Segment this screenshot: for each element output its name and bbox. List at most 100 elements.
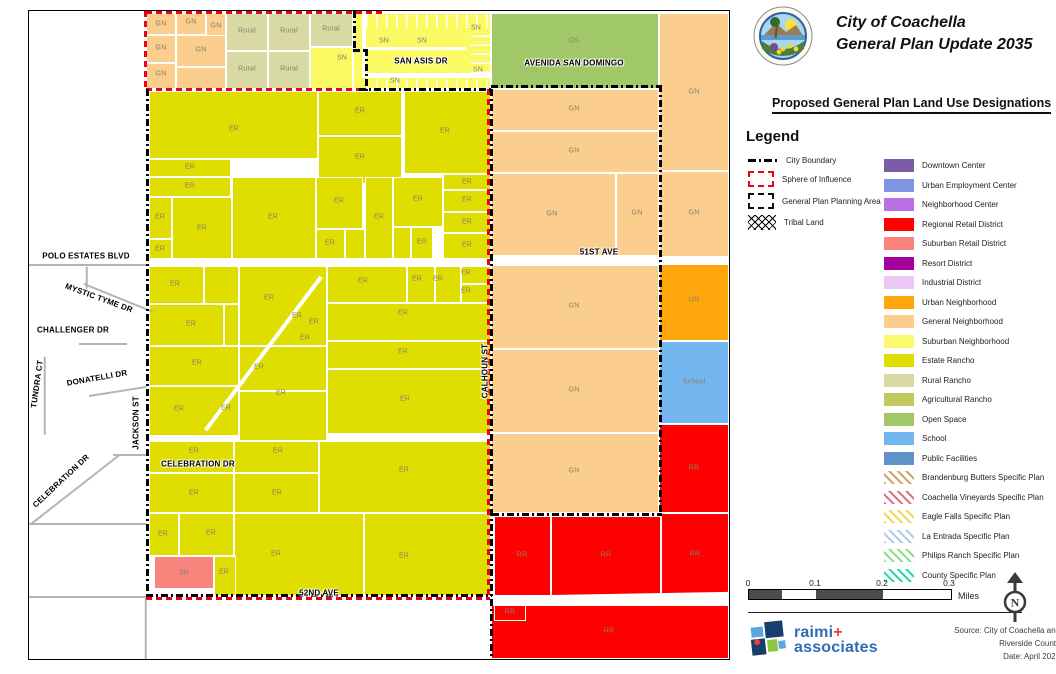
color-swatch <box>884 198 914 212</box>
scale-segment <box>749 590 782 599</box>
legend-item-label: General Plan Planning Area <box>782 196 881 206</box>
street-line <box>29 596 146 598</box>
scale-tick: 0 <box>745 578 751 588</box>
parcel-er <box>393 177 443 227</box>
legend-item-urban-employment-center: Urban Employment Center <box>884 176 1056 196</box>
color-swatch <box>884 529 914 543</box>
street-line <box>83 283 154 313</box>
sphere-of-influence-boundary <box>146 88 359 91</box>
legend-item-label: Urban Neighborhood <box>922 297 997 307</box>
source-line-3: Date: April 2023 <box>1003 652 1056 661</box>
scale-bar: 0 0.1 0.2 0.3 Miles <box>745 578 979 601</box>
parcel-rural <box>310 13 353 47</box>
legend-item-label: City Boundary <box>786 156 837 165</box>
parcel-gn <box>491 173 616 256</box>
scale-tick: 0.1 <box>809 578 821 588</box>
parcel-er <box>149 239 172 259</box>
color-swatch <box>884 412 914 426</box>
legend-item-label: Suburban Retail District <box>922 239 1007 249</box>
parcel-rr <box>659 424 729 513</box>
parcel-gn <box>491 433 659 513</box>
legend-item-label: Resort District <box>922 258 973 268</box>
parcel-gn <box>616 173 659 256</box>
lot-texture <box>366 14 491 28</box>
legend-item-estate-rancho: Estate Rancho <box>884 351 1056 371</box>
parcel-er <box>316 229 345 259</box>
parcel-er <box>327 369 491 434</box>
parcel-er <box>239 391 327 441</box>
parcel-er <box>319 441 491 513</box>
legend-item-label: Tribal Land <box>784 218 824 227</box>
parcel-er <box>327 341 491 369</box>
legend-item-label: Estate Rancho <box>922 356 975 366</box>
legend-item-label: Eagle Falls Specific Plan <box>922 512 1011 522</box>
parcel-er <box>318 91 402 136</box>
legend-item-rural-rancho: Rural Rancho <box>884 371 1056 391</box>
parcel-gn <box>146 35 176 63</box>
sphere-of-influence-boundary <box>487 89 490 599</box>
parcel-rr <box>494 516 551 596</box>
legend-item-label: Sphere of Influence <box>782 174 852 184</box>
parcel-er <box>316 177 363 229</box>
color-swatch <box>884 178 914 192</box>
parcel-er <box>149 91 318 159</box>
street-line <box>145 596 147 659</box>
parcel-gn <box>491 349 659 433</box>
sphere-of-influence-boundary <box>146 597 490 600</box>
sphere-of-influence-boundary <box>146 11 382 14</box>
legend-item-label: Urban Employment Center <box>922 180 1017 190</box>
parcel-er <box>149 304 224 346</box>
legend-item-coachella-vineyards-specific-plan: Coachella Vineyards Specific Plan <box>884 488 1056 508</box>
legend-title: Legend <box>746 128 800 145</box>
color-swatch <box>884 549 914 563</box>
parcel-er <box>435 266 461 303</box>
legend-landuse-items: Downtown Center Urban Employment Center Ne… <box>884 156 1056 585</box>
legend-item-suburban-retail-district: Suburban Retail District <box>884 234 1056 254</box>
scale-tick: 0.2 <box>876 578 888 588</box>
legend-item-label: Agricultural Rancho <box>922 395 992 405</box>
parcel-school <box>659 341 729 424</box>
parcel-er <box>407 266 435 303</box>
color-swatch <box>884 373 914 387</box>
legend-item-label: Brandenburg Butters Specific Plan <box>922 473 1045 483</box>
blackbox-symbol <box>748 193 774 209</box>
parcel-er <box>404 91 491 174</box>
legend-item-label: Neighborhood Center <box>922 200 999 210</box>
parcel-rr <box>551 516 661 596</box>
color-swatch <box>884 295 914 309</box>
legend-item-public-facilities: Public Facilities <box>884 449 1056 469</box>
parcel-gn <box>176 13 206 35</box>
parcel-gn <box>146 63 176 89</box>
parcel-er <box>172 197 232 259</box>
legend-item-city-boundary: City Boundary <box>748 156 888 165</box>
parcel-er <box>204 266 239 304</box>
dashdot-symbol <box>748 159 778 162</box>
land-use-map: GN GN GN GN GN GN Rural Rural Rural Rural Rural SN S… <box>28 10 730 660</box>
parcel-er <box>443 174 491 190</box>
city-boundary <box>359 88 491 91</box>
parcel-er <box>364 513 491 596</box>
color-swatch <box>884 568 914 582</box>
source-line-2: Riverside County <box>999 639 1056 648</box>
parcel-er <box>443 212 491 233</box>
legend-item-tribal-land: Tribal Land <box>748 215 888 230</box>
legend-item-label: Coachella Vineyards Specific Plan <box>922 492 1044 502</box>
legend-item-label: Downtown Center <box>922 161 986 171</box>
parcel-rr <box>491 605 729 659</box>
legend-item-label: Public Facilities <box>922 453 978 463</box>
parcel-sr <box>154 556 214 589</box>
map-title: City of Coachella General Plan Update 20… <box>836 12 1033 56</box>
parcel-er <box>234 513 364 596</box>
legend-item-industrial-district: Industrial District <box>884 273 1056 293</box>
street-line <box>29 264 146 266</box>
legend-item-label: Suburban Neighborhood <box>922 336 1010 346</box>
parcel-er <box>149 513 179 556</box>
legend-item-label: School <box>922 434 947 444</box>
parcel-er <box>149 473 234 513</box>
redbox-symbol <box>748 171 774 187</box>
parcel-er <box>365 177 393 259</box>
legend-item-general-plan-planning-area: General Plan Planning Area <box>748 193 888 209</box>
color-swatch <box>884 451 914 465</box>
map-layout-panel: City of Coachella General Plan Update 20… <box>736 0 1056 674</box>
road <box>362 13 366 77</box>
